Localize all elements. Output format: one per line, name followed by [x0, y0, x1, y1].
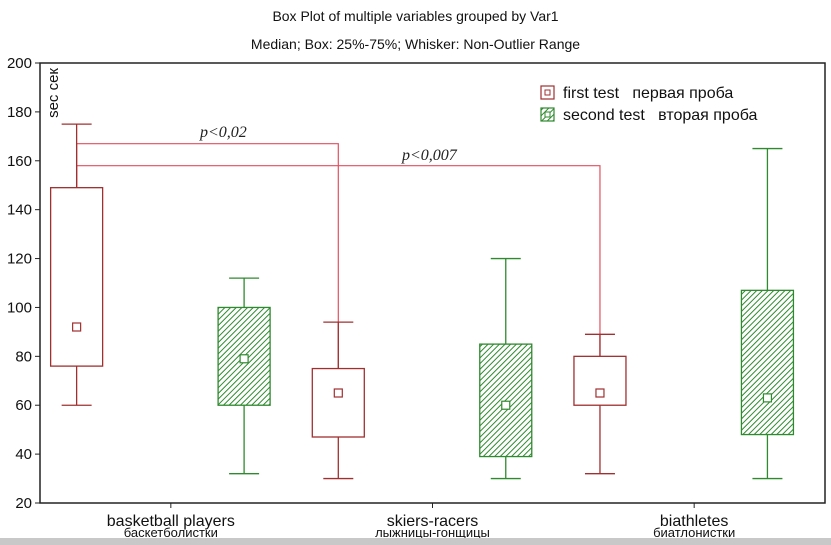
bottom-scrollbar-strip [0, 538, 831, 545]
median-marker [72, 322, 82, 332]
y-tick-label: 60 [15, 397, 32, 414]
median-marker [501, 400, 511, 410]
legend: first test первая проба second test втора… [540, 85, 758, 124]
y-axis-label: sec сек [45, 68, 62, 118]
legend-label: first test первая проба [563, 85, 733, 102]
chart-title: Box Plot of multiple variables grouped b… [272, 8, 559, 24]
y-tick-label: 20 [15, 495, 32, 512]
p-value-label: p<0,02 [199, 124, 247, 141]
x-tick-label: biathletes [660, 513, 729, 530]
legend-label: second test вторая проба [563, 107, 758, 124]
boxes [49, 123, 795, 480]
y-tick-label: 120 [7, 251, 32, 268]
chart-subtitle: Median; Box: 25%-75%; Whisker: Non-Outli… [250, 36, 581, 52]
box-iqr [49, 187, 104, 367]
box-second-test [217, 277, 271, 475]
box-iqr [740, 289, 795, 436]
x-tick-label-ru: биатлонистки [653, 525, 735, 540]
y-tick-label: 140 [7, 202, 32, 219]
y-tick-label: 160 [7, 153, 32, 170]
box-iqr [573, 355, 627, 406]
y-tick-label: 180 [7, 104, 32, 121]
x-tick-label-ru: лыжницы-гонщицы [375, 525, 490, 540]
y-axis: 20 40 60 80 100 120 140 160 180 200 sec сек [7, 55, 62, 512]
median-marker [239, 354, 249, 364]
x-tick-label: skiers-racers [387, 513, 479, 530]
legend-swatch-marker [544, 111, 551, 118]
p-value-label: p<0,007 [401, 147, 458, 164]
box-first-test [311, 321, 365, 480]
plot-area [39, 62, 826, 504]
box-first-test [573, 333, 627, 475]
box-first-test [49, 123, 104, 406]
x-tick-label: basketball players [107, 513, 235, 530]
y-tick-label: 200 [7, 55, 32, 72]
box-second-test [740, 147, 795, 480]
y-tick-label: 80 [15, 348, 32, 365]
y-tick-label: 100 [7, 299, 32, 316]
median-marker [333, 388, 343, 398]
box-iqr [311, 367, 365, 438]
box-iqr [479, 343, 533, 458]
y-tick-label: 40 [15, 446, 32, 463]
median-marker [595, 388, 605, 398]
median-marker [762, 393, 773, 403]
box-second-test [479, 257, 533, 480]
legend-swatch-marker [544, 89, 551, 96]
x-tick-label-ru: баскетболистки [124, 525, 218, 540]
